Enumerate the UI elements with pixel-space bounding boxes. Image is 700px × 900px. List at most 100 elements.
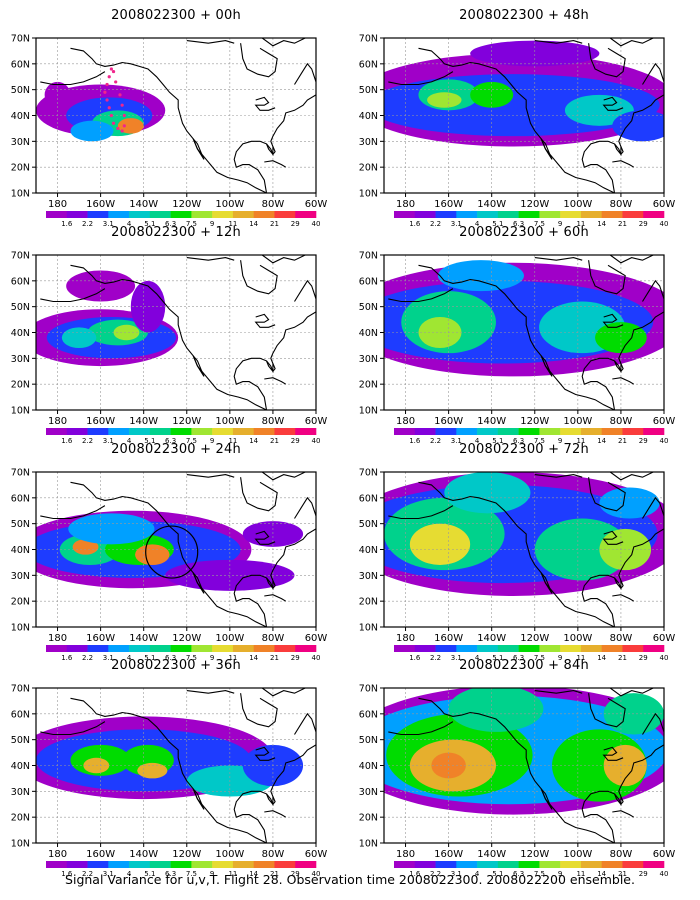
panel-title: 2008022300 + 36h: [111, 658, 241, 673]
panel-title: 2008022300 + 24h: [111, 442, 241, 457]
colorbar-swatch: [414, 428, 436, 435]
colorbar-label: 14: [597, 654, 606, 662]
y-tick-label: 10N: [359, 406, 378, 417]
y-tick-label: 60N: [11, 493, 30, 504]
colorbar-swatch: [643, 861, 665, 868]
colorbar-label: 4: [475, 870, 480, 878]
colorbar-label: 21: [618, 437, 627, 445]
colorbar-label: 2.2: [430, 437, 441, 445]
forecast-panel: 2008022300 + 36h 180 160W 140W 120W 100W 80W 60…: [4, 658, 334, 878]
y-tick-label: 70N: [11, 468, 30, 479]
colorbar-label: 3.1: [103, 870, 114, 878]
colorbar-swatch: [414, 645, 436, 652]
x-tick-label: 60W: [653, 849, 676, 860]
colorbar-label: 1.6: [61, 220, 73, 228]
colorbar-swatch: [66, 645, 88, 652]
variance-contour: [117, 118, 144, 134]
colorbar-label: 11: [228, 870, 237, 878]
x-tick-label: 160W: [434, 849, 463, 860]
colorbar-swatch: [66, 211, 88, 218]
colorbar-label: 4: [127, 220, 132, 228]
colorbar-swatch: [518, 861, 540, 868]
colorbar-swatch: [212, 428, 234, 435]
grid-lines: [384, 255, 665, 410]
colorbar-label: 40: [312, 220, 321, 228]
colorbar-swatch: [622, 428, 644, 435]
colorbar-label: 6.3: [513, 437, 524, 445]
colorbar-swatch: [435, 211, 457, 218]
y-tick-label: 30N: [11, 137, 30, 148]
colorbar-swatch: [580, 428, 602, 435]
colorbar-swatch: [274, 645, 296, 652]
colorbar-swatch: [149, 861, 171, 868]
y-tick-label: 20N: [359, 380, 378, 391]
y-tick-label: 60N: [359, 709, 378, 720]
coastline: [40, 255, 316, 410]
x-tick-label: 180: [396, 416, 415, 427]
colorbar-label: 29: [291, 437, 300, 445]
x-tick-label: 120W: [172, 849, 201, 860]
panel-title: 2008022300 + 60h: [459, 225, 589, 240]
colorbar-swatch: [212, 645, 234, 652]
y-tick-label: 70N: [11, 684, 30, 695]
colorbar-label: 2.2: [82, 220, 93, 228]
colorbar-swatch: [518, 428, 540, 435]
x-tick-label: 140W: [477, 416, 506, 427]
colorbar-label: 1.6: [61, 437, 73, 445]
y-tick-label: 60N: [359, 493, 378, 504]
coastline: [40, 688, 316, 843]
colorbar-label: 5.1: [144, 437, 155, 445]
y-tick-label: 60N: [359, 59, 378, 70]
variance-contour: [448, 688, 544, 732]
colorbar-label: 5.1: [144, 870, 155, 878]
colorbar-swatch: [191, 645, 213, 652]
colorbar-label: 7.5: [534, 220, 545, 228]
variance-contour: [599, 487, 660, 519]
colorbar-label: 11: [576, 870, 585, 878]
y-tick-label: 10N: [359, 623, 378, 634]
y-tick-label: 20N: [11, 380, 30, 391]
forecast-panel: 2008022300 + 24h 180 160W 140W 120W 100W 80W 60…: [4, 442, 334, 662]
y-tick-label: 20N: [11, 163, 30, 174]
variance-contour: [534, 518, 630, 581]
colorbar-swatch: [497, 861, 519, 868]
variance-contour: [612, 110, 664, 142]
colorbar-label: 6.3: [165, 870, 176, 878]
colorbar-swatch: [274, 428, 296, 435]
y-tick-label: 70N: [359, 684, 378, 695]
x-tick-label: 180: [48, 633, 67, 644]
colorbar-swatch: [414, 861, 436, 868]
forecast-panel: 2008022300 + 00h 180 160W 140W 120W 100W 80W 60…: [4, 8, 334, 228]
colorbar-label: 40: [660, 870, 669, 878]
colorbar-swatch: [170, 211, 192, 218]
colorbar-label: 14: [249, 654, 258, 662]
colorbar-label: 2.2: [430, 870, 441, 878]
colorbar-swatch: [622, 645, 644, 652]
coastline: [40, 472, 316, 627]
colorbar-label: 6.3: [165, 437, 176, 445]
variance-map: 180 160W 140W 120W 100W 80W 60W 70N 60N 50N 40N 30N…: [359, 251, 676, 446]
colorbar: 1.6 2.2 3.1 4 5.1 6.3 7.5 9 11 14 21 29 40: [394, 645, 668, 662]
y-tick-label: 40N: [11, 761, 30, 772]
variance-contour: [437, 260, 524, 292]
x-tick-label: 100W: [563, 416, 592, 427]
y-tick-label: 70N: [359, 468, 378, 479]
colorbar-swatch: [394, 645, 416, 652]
colorbar-label: 1.6: [409, 437, 421, 445]
colorbar-swatch: [456, 861, 478, 868]
colorbar-label: 9: [558, 437, 562, 445]
x-tick-label: 100W: [563, 633, 592, 644]
colorbar-swatch: [129, 861, 151, 868]
x-tick-label: 60W: [305, 416, 328, 427]
colorbar-swatch: [477, 211, 499, 218]
colorbar-swatch: [394, 428, 416, 435]
y-tick-label: 70N: [359, 34, 378, 45]
forecast-panel: 2008022300 + 72h 180 160W 140W 120W 100W 80W 60…: [352, 442, 682, 662]
variance-contour: [72, 539, 99, 555]
colorbar-swatch: [87, 428, 109, 435]
colorbar-swatch: [580, 211, 602, 218]
y-tick-label: 70N: [359, 251, 378, 262]
y-tick-label: 60N: [359, 276, 378, 287]
y-tick-label: 60N: [11, 709, 30, 720]
colorbar-swatch: [560, 645, 582, 652]
